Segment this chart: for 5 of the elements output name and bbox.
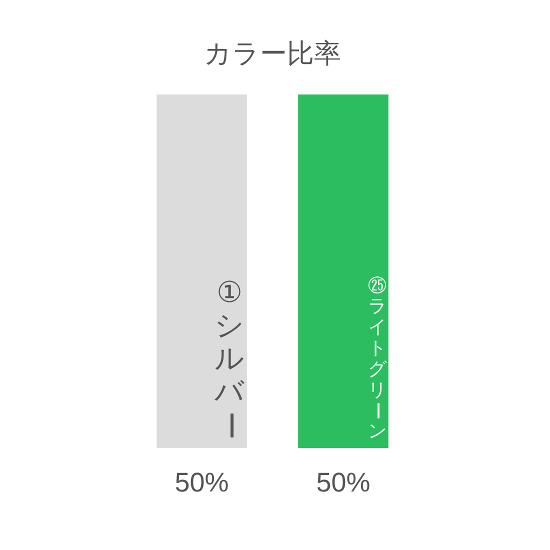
x-tick-label: ㉕ライトグリーン xyxy=(366,274,388,442)
x-tick-label: ①シルバー xyxy=(212,277,246,440)
data-label: 50% xyxy=(316,467,370,498)
data-label: 50% xyxy=(174,467,229,498)
chart-title: カラー比率 xyxy=(204,38,341,69)
